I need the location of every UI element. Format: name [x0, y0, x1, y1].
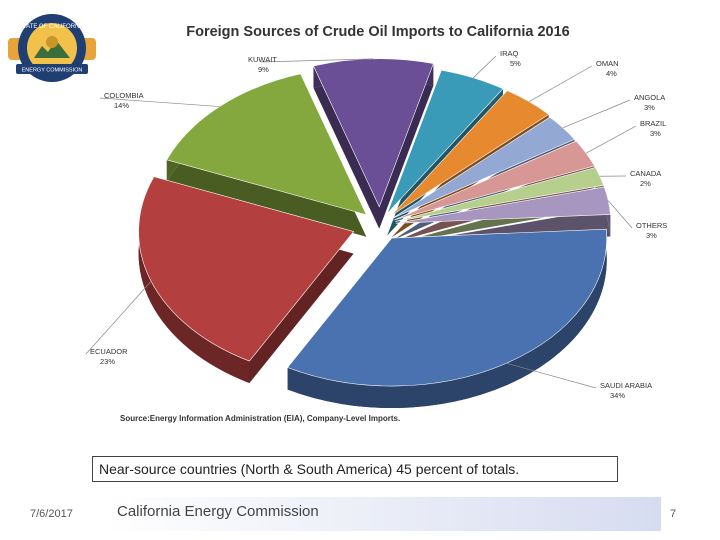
- slice-value-ecuador: 23%: [100, 357, 115, 366]
- slice-value-colombia: 14%: [114, 101, 129, 110]
- footer-bar: [105, 497, 661, 531]
- pie-slice-angola: [392, 116, 576, 219]
- leader-line-iraq: [472, 55, 497, 79]
- slice-value-canada: 2%: [640, 179, 651, 188]
- pie-slice-edge-saudi-arabia: [287, 229, 607, 409]
- slice-label-oman: OMAN: [596, 59, 619, 68]
- logo-top-text: STATE OF CALIFORNIA: [19, 24, 85, 30]
- leader-line-others: [608, 200, 633, 229]
- caption-text: Near-source countries (North & South Ame…: [99, 461, 520, 477]
- slice-label-canada: CANADA: [630, 169, 661, 178]
- pie-slice-saudi-arabia: [287, 228, 608, 387]
- slice-value-oman: 4%: [606, 69, 617, 78]
- pie-slice-brazil: [394, 140, 595, 221]
- slice-label-kuwait: KUWAIT: [248, 55, 277, 64]
- leader-line-oman: [528, 65, 593, 102]
- slice-value-others: 3%: [646, 231, 657, 240]
- footer-organization: California Energy Commission: [117, 503, 319, 520]
- chart-title: Foreign Sources of Crude Oil Imports to …: [186, 24, 570, 40]
- slice-label-brazil: BRAZIL: [640, 119, 666, 128]
- footer-date: 7/6/2017: [30, 508, 73, 520]
- slice-label-angola: ANGOLA: [634, 93, 665, 102]
- slice-value-saudi-arabia: 34%: [610, 391, 625, 400]
- chart-source-note: Source:Energy Information Administration…: [120, 414, 401, 423]
- slice-label-colombia: COLOMBIA: [104, 91, 144, 100]
- page-number: 7: [670, 508, 677, 520]
- slice-label-iraq: IRAQ: [500, 49, 519, 58]
- leader-line-ecuador: [85, 281, 152, 355]
- leader-line-colombia: [99, 97, 220, 107]
- slice-value-kuwait: 9%: [258, 65, 269, 74]
- slice-label-saudi-arabia: SAUDI ARABIA: [600, 381, 652, 390]
- slice-label-others: OTHERS: [636, 221, 667, 230]
- leader-line-brazil: [585, 125, 637, 154]
- caption-box: Near-source countries (North & South Ame…: [92, 456, 618, 482]
- leader-line-angola: [562, 99, 631, 129]
- slice-value-brazil: 3%: [650, 129, 661, 138]
- leader-line-kuwait: [260, 58, 374, 63]
- leader-line-saudi-arabia: [506, 362, 597, 389]
- slice-value-angola: 3%: [644, 103, 655, 112]
- slice-label-ecuador: ECUADOR: [90, 347, 128, 356]
- slice-value-iraq: 5%: [510, 59, 521, 68]
- logo-bottom-text: ENERGY COMMISSION: [22, 68, 83, 74]
- pie-slice-oman: [391, 90, 550, 216]
- pie-slice-colombia: [166, 73, 367, 216]
- energy-commission-seal-logo: STATE OF CALIFORNIA ENERGY COMMISSION: [8, 14, 96, 82]
